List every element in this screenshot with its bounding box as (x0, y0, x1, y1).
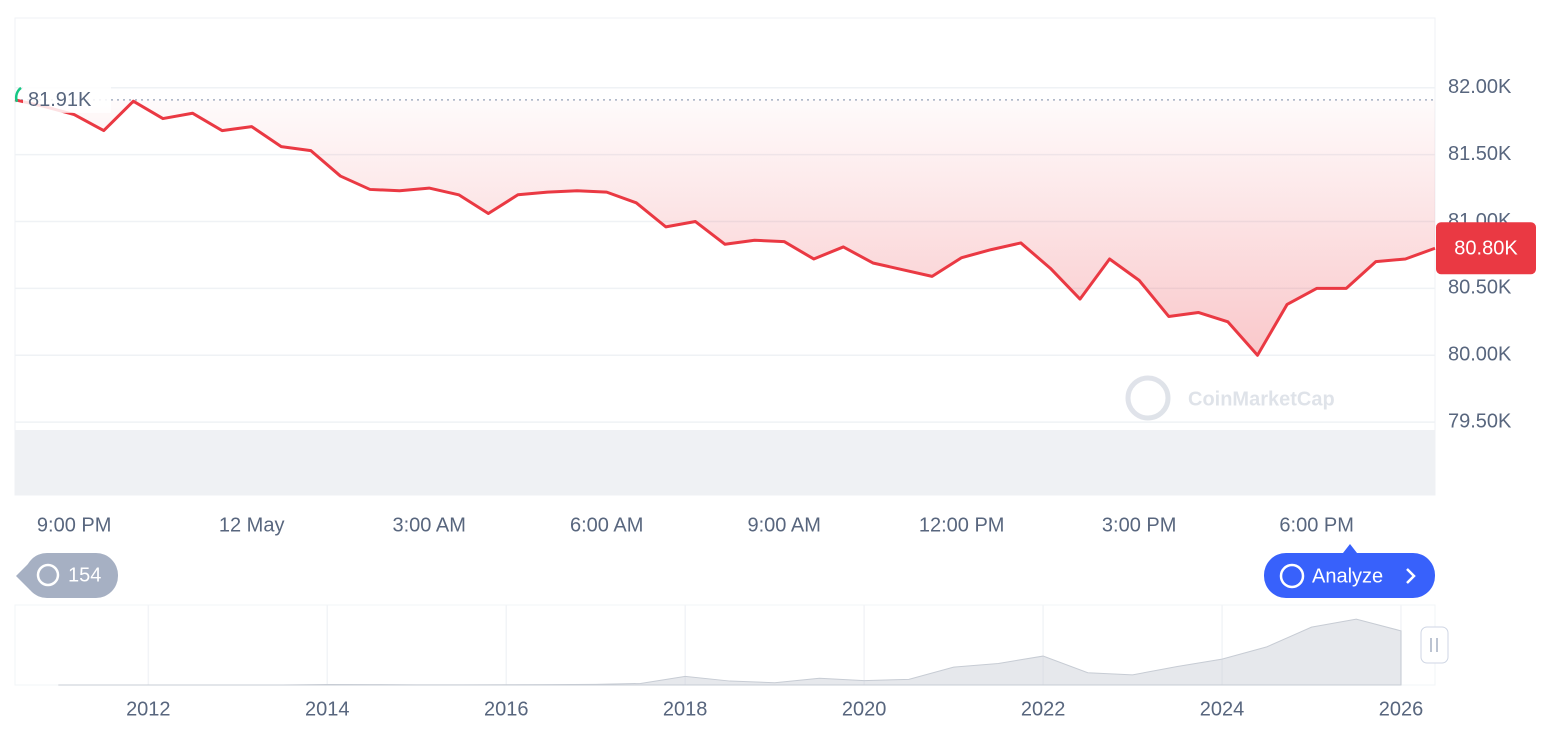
x-tick-label: 2014 (305, 698, 350, 720)
x-tick-label: 12:00 PM (919, 514, 1005, 536)
history-count: 154 (68, 564, 101, 586)
open-label: 81.91K (28, 89, 92, 111)
x-tick-label: 9:00 PM (37, 514, 111, 536)
x-tick-label: 2022 (1021, 698, 1066, 720)
y-tick-label: 82.00K (1448, 76, 1512, 98)
navigator-handle[interactable] (1420, 626, 1449, 664)
volume-band (15, 430, 1435, 495)
x-tick-label: 2012 (126, 698, 171, 720)
watermark-text: CoinMarketCap (1188, 388, 1335, 410)
price-chart: 79.50K80.00K80.50K81.00K81.50K82.00K9:00… (14, 76, 1536, 536)
x-tick-label: 2020 (842, 698, 887, 720)
watermark: CoinMarketCap (1125, 375, 1335, 421)
below-open-area (15, 99, 1435, 356)
history-badge[interactable]: 154 (16, 553, 118, 598)
y-tick-label: 81.50K (1448, 143, 1512, 165)
open-label-bg (23, 86, 111, 113)
x-tick-label: 9:00 AM (747, 514, 820, 536)
navigator: 2012 2014 2016 2018 2020 2022 2024 2026 (14, 604, 1436, 720)
price-line (14, 98, 1436, 357)
y-tick-label: 80.50K (1448, 277, 1512, 299)
x-tick-label: 2026 (1379, 698, 1424, 720)
history-area (58, 618, 1402, 686)
last-price-label: 80.80K (1454, 238, 1518, 260)
y-tick-label: 80.00K (1448, 344, 1512, 366)
x-tick-label: 3:00 PM (1102, 514, 1176, 536)
x-tick-label: 3:00 AM (392, 514, 465, 536)
last-price-tag (1436, 222, 1536, 275)
open-arc (14, 86, 22, 103)
x-tick-label: 2024 (1200, 698, 1245, 720)
x-tick-label: 12 May (219, 514, 285, 536)
analyze-button[interactable]: Analyze (1264, 544, 1435, 598)
x-tick-label: 2018 (663, 698, 708, 720)
x-tick-label: 6:00 PM (1279, 514, 1353, 536)
x-tick-label: 6:00 AM (570, 514, 643, 536)
x-tick-label: 2016 (484, 698, 529, 720)
analyze-label: Analyze (1312, 565, 1383, 587)
y-tick-label: 79.50K (1448, 410, 1512, 432)
